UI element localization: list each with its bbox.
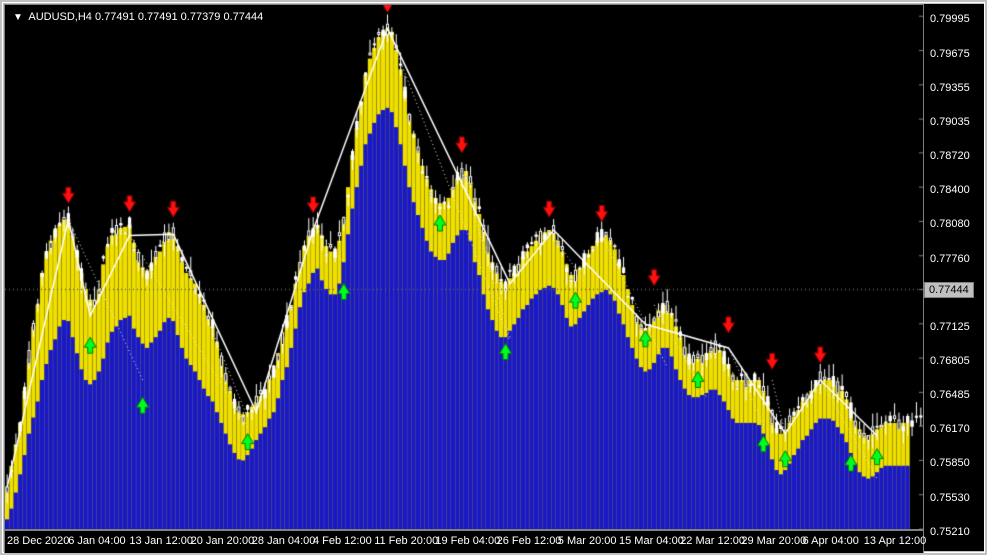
price-tick: 0.79675 xyxy=(930,48,970,60)
price-tick: 0.79035 xyxy=(930,116,970,128)
time-tick: 4 Feb 12:00 xyxy=(313,535,372,547)
dropdown-icon[interactable]: ▼ xyxy=(13,12,23,23)
time-tick: 19 Feb 04:00 xyxy=(435,535,500,547)
chart-title: ▼ AUDUSD,H4 0.77491 0.77491 0.77379 0.77… xyxy=(13,11,263,23)
time-tick: 13 Apr 12:00 xyxy=(864,535,926,547)
time-tick: 6 Apr 04:00 xyxy=(803,535,859,547)
time-axis: 28 Dec 20206 Jan 04:0013 Jan 12:0020 Jan… xyxy=(4,530,924,553)
ohlc-l: 0.77379 xyxy=(181,11,221,23)
time-tick: 15 Mar 04:00 xyxy=(619,535,684,547)
current-price-tag: 0.77444 xyxy=(924,282,974,298)
time-tick: 28 Jan 04:00 xyxy=(252,535,316,547)
price-tick: 0.78080 xyxy=(930,218,970,230)
price-tick: 0.79355 xyxy=(930,82,970,94)
time-tick: 6 Jan 04:00 xyxy=(68,535,126,547)
price-tick: 0.78400 xyxy=(930,184,970,196)
price-tick: 0.78720 xyxy=(930,150,970,162)
price-tick: 0.75850 xyxy=(930,457,970,469)
price-tick: 0.79995 xyxy=(930,13,970,25)
price-tick: 0.77760 xyxy=(930,253,970,265)
price-tick: 0.76805 xyxy=(930,355,970,367)
price-tick: 0.77125 xyxy=(930,321,970,333)
price-tick: 0.75210 xyxy=(930,526,970,538)
ohlc-o: 0.77491 xyxy=(95,11,135,23)
time-tick: 11 Feb 20:00 xyxy=(374,535,438,547)
time-tick: 22 Mar 12:00 xyxy=(680,535,745,547)
price-tick: 0.76485 xyxy=(930,389,970,401)
time-tick: 26 Feb 12:00 xyxy=(497,535,562,547)
price-tick: 0.76170 xyxy=(930,423,970,435)
time-tick: 29 Mar 20:00 xyxy=(741,535,806,547)
time-tick: 20 Jan 20:00 xyxy=(191,535,255,547)
time-tick: 5 Mar 20:00 xyxy=(558,535,617,547)
time-tick: 13 Jan 12:00 xyxy=(129,535,193,547)
chart-plot-area[interactable]: ▼ AUDUSD,H4 0.77491 0.77491 0.77379 0.77… xyxy=(4,4,924,530)
ohlc-h: 0.77491 xyxy=(138,11,178,23)
time-tick: 28 Dec 2020 xyxy=(7,535,69,547)
price-tick: 0.75530 xyxy=(930,492,970,504)
symbol-label: AUDUSD,H4 xyxy=(28,11,92,23)
ohlc-c: 0.77444 xyxy=(223,11,263,23)
price-axis: 0.79995 0.79675 0.79355 0.79035 0.78720 0.784… xyxy=(924,4,984,551)
chart-canvas[interactable] xyxy=(5,5,923,529)
chart-window: ▼ AUDUSD,H4 0.77491 0.77491 0.77379 0.77… xyxy=(0,0,987,555)
